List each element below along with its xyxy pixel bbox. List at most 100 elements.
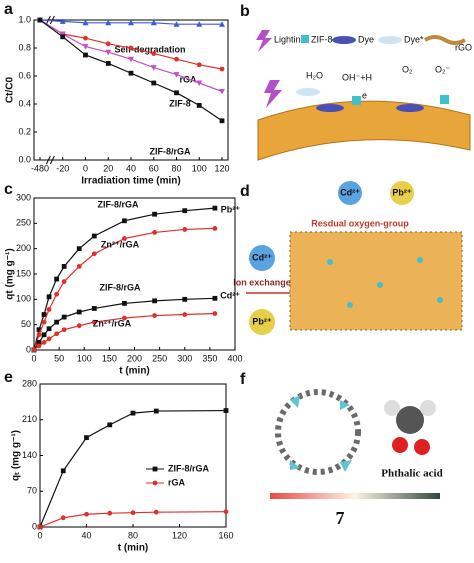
annotation: Cd²⁺	[220, 290, 240, 300]
marker	[105, 49, 112, 56]
marker	[91, 319, 97, 325]
x-tick-label: 0	[37, 530, 42, 540]
marker	[61, 279, 67, 284]
panel-letter: e	[4, 369, 13, 386]
y-tick-label: 1.0	[18, 14, 31, 24]
marker	[91, 251, 97, 257]
marker	[84, 511, 89, 517]
y-tick-label: 210	[22, 414, 37, 424]
y-tick-label: 140	[22, 450, 37, 460]
marker	[60, 34, 66, 40]
marker	[219, 21, 225, 27]
x-tick-label: 20	[103, 163, 113, 173]
marker	[59, 18, 66, 24]
series-label: ZIF-8/rGA	[99, 282, 141, 292]
marker	[41, 319, 47, 325]
marker	[61, 327, 67, 333]
legend-text: Dye	[358, 34, 374, 44]
marker	[130, 510, 136, 516]
y-tick-label: 0.2	[18, 126, 31, 136]
x-tick-label: 150	[102, 353, 117, 363]
legend-text: Dye*	[404, 34, 424, 44]
y-axis-label: qₜ (mg g⁻¹)	[11, 430, 22, 481]
x-tick-label: 160	[218, 530, 233, 540]
x-tick-label: 0	[83, 163, 88, 173]
y-tick-label: 70	[27, 486, 37, 496]
marker	[82, 44, 89, 50]
marker	[60, 515, 66, 521]
x-tick-label: 400	[227, 353, 242, 363]
marker	[128, 70, 134, 76]
panel-letter: a	[4, 1, 13, 18]
panel-letter: b	[240, 3, 250, 20]
line	[39, 19, 223, 92]
ion: Pb²⁺	[252, 316, 271, 326]
marker	[76, 264, 82, 269]
y-tick-label: 100	[16, 294, 31, 304]
marker	[59, 31, 66, 37]
y-axis-label: Ct/C0	[5, 77, 16, 104]
line	[33, 207, 215, 351]
series-label: ZIF-8/rGA	[149, 146, 191, 156]
marker	[182, 296, 188, 302]
x-tick-label: -20	[56, 163, 69, 173]
marker	[173, 21, 180, 27]
label: Ion exchange	[233, 277, 291, 287]
y-axis-label: qt (mg g⁻¹)	[5, 248, 16, 299]
marker	[105, 61, 111, 66]
marker	[76, 309, 82, 315]
marker	[196, 62, 202, 68]
marker	[46, 326, 52, 332]
y-tick-label: 0.8	[18, 42, 31, 52]
y-tick-label: 150	[16, 268, 31, 278]
marker	[31, 347, 37, 353]
marker	[151, 80, 157, 86]
marker	[174, 56, 179, 62]
marker	[76, 246, 82, 252]
x-tick-label: 300	[177, 353, 192, 363]
x-tick-label: 80	[128, 530, 138, 540]
marker	[54, 291, 60, 297]
marker	[153, 509, 159, 515]
legend-marker	[152, 466, 158, 472]
marker	[196, 21, 203, 27]
marker	[152, 313, 158, 318]
marker	[36, 340, 42, 345]
marker	[130, 410, 136, 416]
x-tick-label: 0	[31, 353, 36, 363]
y-tick-label: 280	[22, 378, 37, 388]
marker	[36, 327, 42, 333]
x-tick-label: 120	[214, 163, 229, 173]
annotation: Pb²⁺	[221, 204, 240, 214]
marker	[41, 332, 47, 338]
y-tick-label: 0	[26, 344, 31, 354]
x-tick-label: 80	[171, 163, 181, 173]
marker	[223, 408, 229, 413]
ion: Cd²⁺	[340, 187, 360, 197]
x-tick-label: 40	[81, 530, 91, 540]
marker	[54, 319, 60, 325]
marker	[83, 52, 88, 58]
x-axis-label: Irradiation time (min)	[81, 176, 180, 187]
marker	[82, 19, 89, 26]
marker	[223, 509, 229, 515]
x-axis-label: t (min)	[118, 543, 149, 554]
y-tick-label: 0	[32, 521, 37, 531]
marker	[36, 332, 42, 338]
marker	[150, 65, 157, 71]
marker	[41, 312, 47, 317]
marker	[83, 35, 88, 41]
legend-text: rGO	[455, 42, 472, 52]
marker	[128, 19, 134, 26]
x-tick-label: 350	[202, 353, 217, 363]
x-tick-label: 40	[126, 163, 136, 173]
legend-text: Lightin	[274, 34, 301, 44]
x-tick-label: 60	[149, 163, 159, 173]
x-tick-label: 100	[77, 353, 92, 363]
x-tick-label: 50	[54, 353, 64, 363]
y-tick-label: 250	[16, 218, 31, 228]
marker	[122, 236, 127, 241]
scale-label: 7	[336, 508, 345, 528]
marker	[196, 103, 202, 108]
plot-frame	[33, 197, 236, 351]
